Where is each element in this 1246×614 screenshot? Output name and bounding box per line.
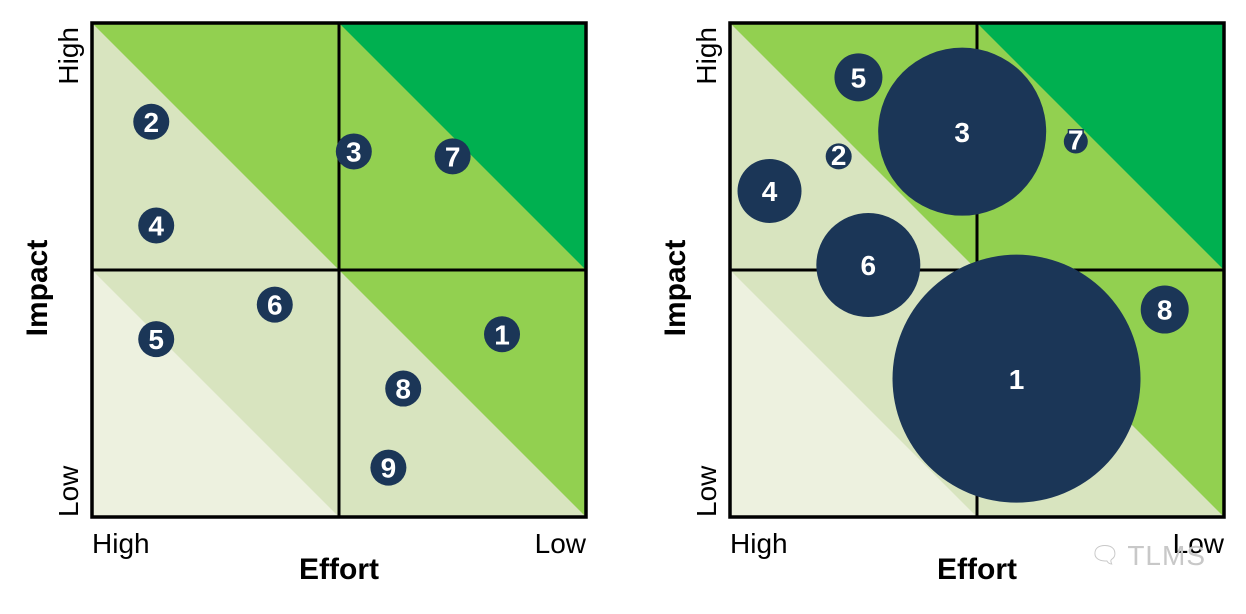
bubble-label-5: 5 <box>851 62 867 93</box>
bubble-label-1: 1 <box>1009 364 1025 395</box>
y-tick-low: Low <box>53 465 84 517</box>
impact-effort-chart-left: 1 2 3 4 5 6 7 8 9 High Low High Low Effort Impact <box>21 21 588 586</box>
bubble-1 <box>484 316 521 353</box>
bubble-3 <box>335 133 372 170</box>
bubble-2 <box>825 143 852 170</box>
bubble-4 <box>138 207 175 244</box>
watermark-text: TLMS <box>1127 540 1206 571</box>
bubble-label-6: 6 <box>267 290 283 321</box>
bubble-label-8: 8 <box>1157 295 1173 326</box>
x-tick-low: Low <box>535 528 587 559</box>
plot-border <box>90 21 588 519</box>
y-tick-high: High <box>691 27 722 85</box>
x-tick-low: Low <box>1173 528 1225 559</box>
bubble-5 <box>834 53 883 102</box>
impact-effort-chart-right: 1 2 3 4 5 6 7 8 High Low High Low Effort Impact <box>659 21 1226 586</box>
bubble-label-1: 1 <box>494 319 510 350</box>
bubble-6 <box>256 286 293 323</box>
bubble-label-9: 9 <box>381 453 397 484</box>
bubble-2 <box>133 103 170 140</box>
plot-border <box>728 21 1226 519</box>
bubble-label-8: 8 <box>395 374 411 405</box>
bubble-label-4: 4 <box>762 176 778 207</box>
bubble-label-5: 5 <box>148 324 164 355</box>
bubble-8 <box>1140 285 1189 334</box>
chart-panel-right: 1 2 3 4 5 6 7 8 High Low High Low Effort Impact <box>623 0 1246 614</box>
chat-bubble-icon: 🗨 <box>1089 542 1122 569</box>
bubble-4 <box>737 158 802 223</box>
bubble-label-3: 3 <box>954 117 970 148</box>
bubble-3 <box>878 47 1047 216</box>
chart-panel-left: 1 2 3 4 5 6 7 8 9 High Low High Low Effort Impact <box>21 21 588 586</box>
bubble-label-7: 7 <box>445 141 461 172</box>
bubble-label-3: 3 <box>346 137 362 168</box>
bubble-8 <box>385 370 422 407</box>
bubble-label-7: 7 <box>1068 124 1084 155</box>
y-tick-high: High <box>53 27 84 85</box>
x-tick-high: High <box>92 528 150 559</box>
bubble-5 <box>138 321 175 358</box>
bubble-1 <box>892 254 1141 503</box>
x-axis-title: Effort <box>937 553 1017 586</box>
bubble-7 <box>1063 129 1088 154</box>
bubble-9 <box>370 449 407 486</box>
y-axis-title: Impact <box>21 240 54 337</box>
x-tick-high: High <box>730 528 788 559</box>
x-axis-title: Effort <box>299 553 379 586</box>
y-axis-title: Impact <box>659 240 692 337</box>
y-tick-low: Low <box>691 465 722 517</box>
zone-dark <box>977 23 1224 270</box>
bubble-6 <box>816 213 921 318</box>
bubble-label-6: 6 <box>861 250 877 281</box>
bubble-7 <box>434 138 471 175</box>
bubble-label-2: 2 <box>143 107 159 138</box>
bubble-label-4: 4 <box>148 211 164 242</box>
bubble-label-2: 2 <box>831 140 847 171</box>
watermark: 🗨 TLMS <box>1090 540 1206 572</box>
